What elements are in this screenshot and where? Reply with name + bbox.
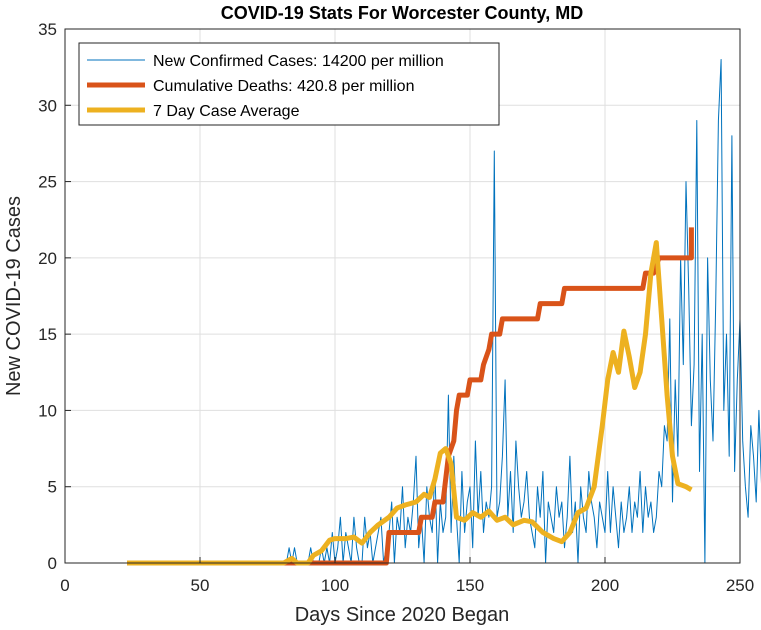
x-tick-label: 50 — [191, 576, 210, 595]
y-tick-label: 0 — [48, 554, 57, 573]
series-line-deaths — [127, 227, 694, 566]
y-tick-label: 20 — [38, 249, 57, 268]
y-tick-label: 15 — [38, 325, 57, 344]
legend-label-average: 7 Day Case Average — [153, 103, 300, 120]
y-tick-label: 10 — [38, 401, 57, 420]
x-tick-label: 150 — [456, 576, 484, 595]
y-tick-label: 30 — [38, 96, 57, 115]
y-axis-title: New COVID-19 Cases — [3, 196, 25, 396]
legend-box — [78, 42, 500, 126]
x-tick-label: 0 — [60, 576, 69, 595]
x-tick-label: 100 — [321, 576, 349, 595]
y-tick-label: 5 — [48, 478, 57, 497]
ticks: 0 50 100 150 200 250 0 5 10 15 20 25 30 35 — [38, 20, 754, 595]
legend-label-deaths: Cumulative Deaths: 420.8 per million — [153, 78, 414, 95]
x-tick-label: 200 — [591, 576, 619, 595]
y-tick-label: 25 — [38, 173, 57, 192]
series-line-new-cases — [285, 59, 761, 564]
x-axis-title: Days Since 2020 Began — [295, 604, 510, 626]
x-tick-label: 250 — [726, 576, 754, 595]
legend: New Confirmed Cases: 14200 per million C… — [78, 42, 500, 126]
axes-box — [64, 28, 741, 564]
series-line-average — [127, 240, 693, 566]
y-tick-label: 35 — [38, 20, 57, 39]
chart-title: COVID-19 Stats For Worcester County, MD — [221, 3, 583, 23]
series-layer — [127, 59, 761, 566]
legend-label-new-cases: New Confirmed Cases: 14200 per million — [153, 53, 444, 70]
